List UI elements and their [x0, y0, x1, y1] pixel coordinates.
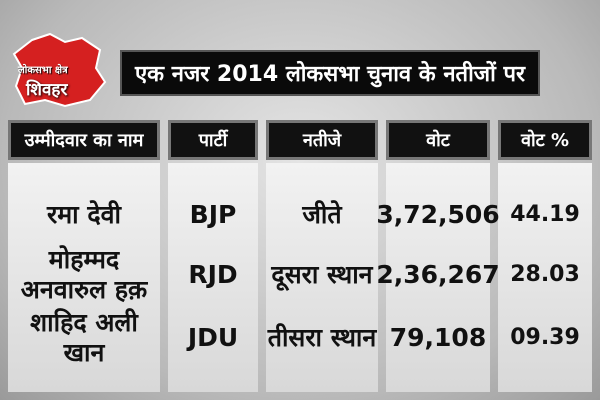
- vote-share: 28.03: [510, 262, 580, 287]
- party: JDU: [187, 323, 239, 352]
- candidate-name: शाहिद अली खान: [8, 308, 160, 368]
- vote-share: 09.39: [510, 325, 580, 350]
- column-bg: [168, 163, 258, 392]
- candidate-name: मोहम्मद अनवारुल हक़: [8, 245, 160, 305]
- column-header: पार्टी: [168, 120, 258, 160]
- badge-place: शिवहर: [26, 80, 68, 100]
- result: तीसरा स्थान: [267, 323, 377, 352]
- column-bg: [266, 163, 378, 392]
- name-line: रमा देवी: [46, 200, 121, 229]
- column-bg: [386, 163, 490, 392]
- votes: 79,108: [389, 323, 487, 352]
- map-icon: [12, 32, 107, 108]
- name-line: मोहम्मद: [48, 245, 120, 274]
- vote-share: 44.19: [510, 202, 580, 227]
- party: BJP: [189, 200, 237, 229]
- result: दूसरा स्थान: [271, 260, 373, 289]
- column-bg: [498, 163, 592, 392]
- badge-label: लोकसभा क्षेत्र: [18, 65, 68, 76]
- column-header: उम्मीदवार का नाम: [8, 120, 160, 160]
- name-line: अनवारुल हक़: [20, 275, 148, 304]
- result: जीते: [302, 200, 342, 229]
- votes: 3,72,506: [376, 200, 500, 229]
- party: RJD: [188, 260, 238, 289]
- name-line: शाहिद अली खान: [30, 308, 138, 367]
- column-header: नतीजे: [266, 120, 378, 160]
- candidate-name: रमा देवी: [8, 185, 160, 245]
- title: एक नजर 2014 लोकसभा चुनाव के नतीजों पर: [120, 50, 540, 96]
- column-header: वोट: [386, 120, 490, 160]
- column-header: वोट %: [498, 120, 592, 160]
- column-bg: [8, 163, 160, 392]
- votes: 2,36,267: [376, 260, 500, 289]
